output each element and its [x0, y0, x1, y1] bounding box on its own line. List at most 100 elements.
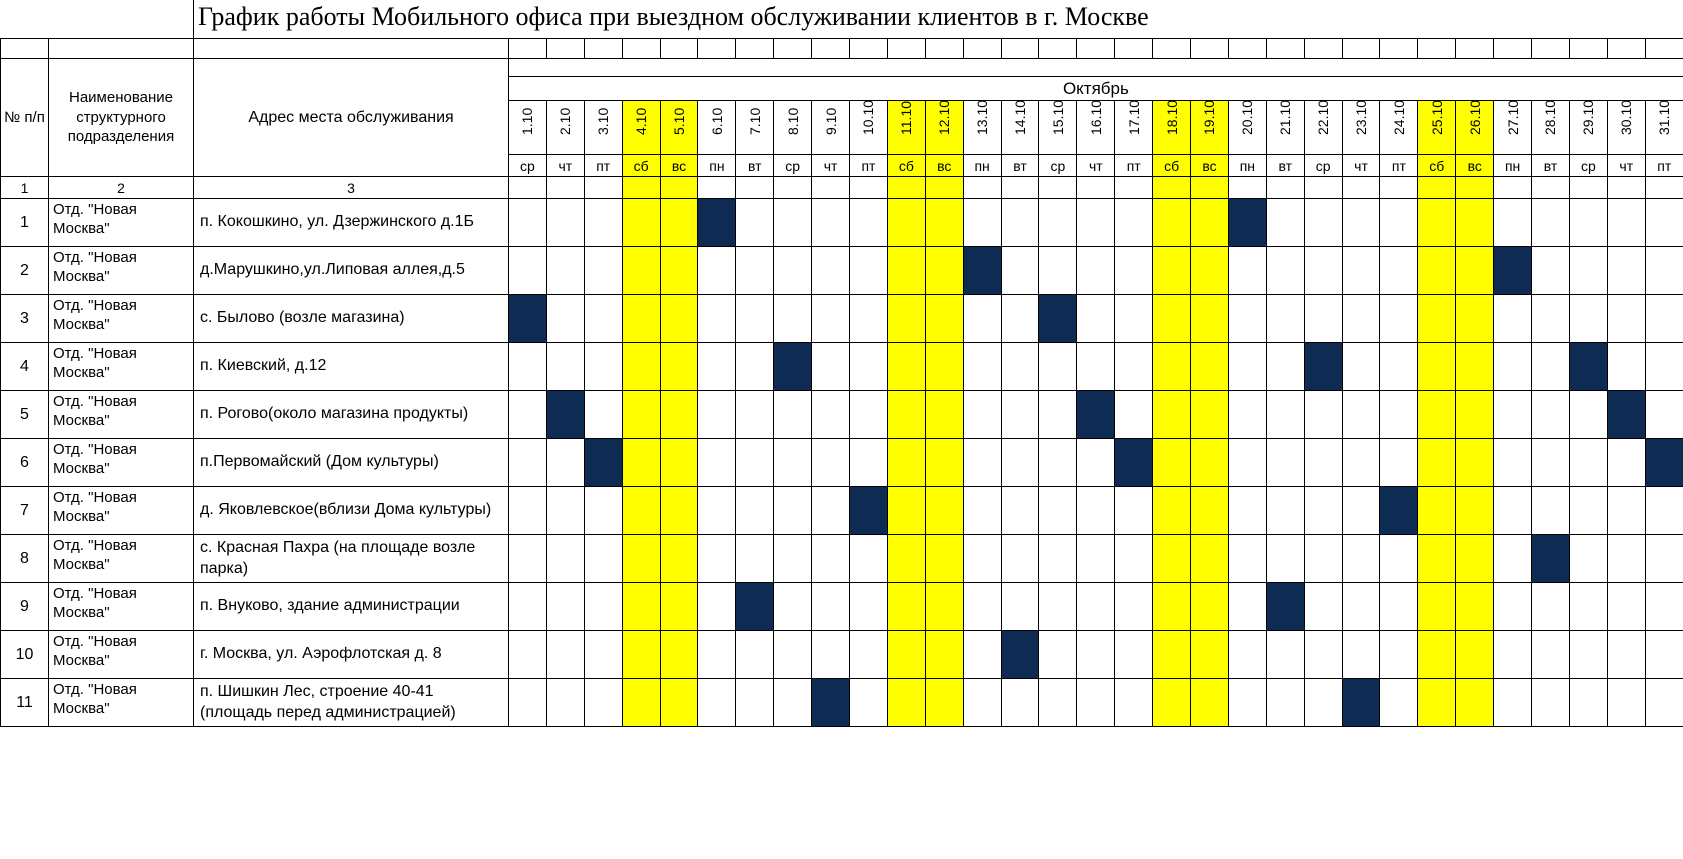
schedule-cell — [1342, 631, 1380, 679]
row-addr: п. Киевский, д.12 — [194, 343, 509, 391]
header-colnum-day — [1342, 177, 1380, 199]
header-date: 21.10 — [1266, 101, 1304, 155]
header-colnum-day — [850, 177, 888, 199]
schedule-cell — [1266, 295, 1304, 343]
header-colnum-day — [1039, 177, 1077, 199]
schedule-cell — [887, 295, 925, 343]
schedule-cell — [1645, 487, 1683, 535]
schedule-cell — [925, 343, 963, 391]
header-date: 28.10 — [1532, 101, 1570, 155]
schedule-cell — [812, 631, 850, 679]
header-dow: вс — [1191, 155, 1229, 177]
schedule-cell — [1115, 439, 1153, 487]
header-date: 2.10 — [546, 101, 584, 155]
header-date: 19.10 — [1191, 101, 1229, 155]
header-dow: вс — [660, 155, 698, 177]
schedule-cell — [774, 343, 812, 391]
schedule-cell — [1115, 343, 1153, 391]
schedule-cell — [660, 247, 698, 295]
table-row: 11Отд. "Новая Москва"п. Шишкин Лес, стро… — [1, 679, 1683, 727]
schedule-cell — [1418, 679, 1456, 727]
schedule-cell — [1607, 631, 1645, 679]
schedule-cell — [1418, 487, 1456, 535]
schedule-cell — [925, 439, 963, 487]
schedule-cell — [698, 631, 736, 679]
schedule-cell — [1569, 439, 1607, 487]
schedule-cell — [1418, 343, 1456, 391]
schedule-cell — [887, 679, 925, 727]
spacer-row — [1, 39, 1683, 59]
schedule-cell — [584, 199, 622, 247]
header-date: 11.10 — [887, 101, 925, 155]
row-index: 8 — [1, 535, 49, 583]
header-date: 22.10 — [1304, 101, 1342, 155]
schedule-cell — [584, 391, 622, 439]
header-row-top: № п/пНаименование структурного подраздел… — [1, 59, 1683, 77]
schedule-cell — [698, 343, 736, 391]
table-row: 6Отд. "Новая Москва"п.Первомайский (Дом … — [1, 439, 1683, 487]
table-row: 4Отд. "Новая Москва"п. Киевский, д.12 — [1, 343, 1683, 391]
schedule-cell — [887, 343, 925, 391]
header-dow: вт — [736, 155, 774, 177]
schedule-cell — [1039, 535, 1077, 583]
schedule-cell — [1456, 583, 1494, 631]
schedule-cell — [812, 391, 850, 439]
schedule-cell — [660, 439, 698, 487]
schedule-cell — [1380, 343, 1418, 391]
schedule-cell — [1380, 535, 1418, 583]
schedule-cell — [1191, 583, 1229, 631]
schedule-cell — [1456, 487, 1494, 535]
row-index: 1 — [1, 199, 49, 247]
schedule-cell — [1001, 583, 1039, 631]
row-index: 6 — [1, 439, 49, 487]
schedule-cell — [736, 391, 774, 439]
schedule-cell — [963, 343, 1001, 391]
schedule-cell — [509, 343, 547, 391]
schedule-cell — [1645, 199, 1683, 247]
schedule-cell — [1569, 391, 1607, 439]
schedule-cell — [1494, 487, 1532, 535]
schedule-cell — [1191, 343, 1229, 391]
header-colnum-day — [584, 177, 622, 199]
schedule-cell — [1228, 343, 1266, 391]
schedule-cell — [1494, 631, 1532, 679]
header-date: 31.10 — [1645, 101, 1683, 155]
schedule-cell — [887, 247, 925, 295]
row-dept: Отд. "Новая Москва" — [49, 439, 194, 487]
header-dow: пт — [1115, 155, 1153, 177]
schedule-cell — [1001, 391, 1039, 439]
schedule-cell — [1077, 247, 1115, 295]
schedule-cell — [622, 487, 660, 535]
schedule-cell — [1532, 535, 1570, 583]
schedule-cell — [1342, 487, 1380, 535]
schedule-cell — [1001, 679, 1039, 727]
schedule-cell — [1001, 247, 1039, 295]
header-dow: вт — [1266, 155, 1304, 177]
schedule-cell — [1077, 343, 1115, 391]
schedule-cell — [698, 679, 736, 727]
header-dow: ср — [1304, 155, 1342, 177]
header-dow: пн — [1228, 155, 1266, 177]
header-dow: пт — [1645, 155, 1683, 177]
header-date: 24.10 — [1380, 101, 1418, 155]
schedule-cell — [1418, 295, 1456, 343]
schedule-cell — [812, 343, 850, 391]
schedule-cell — [584, 295, 622, 343]
schedule-cell — [736, 343, 774, 391]
schedule-cell — [736, 535, 774, 583]
header-date: 16.10 — [1077, 101, 1115, 155]
header-date: 27.10 — [1494, 101, 1532, 155]
schedule-cell — [1115, 247, 1153, 295]
schedule-cell — [1418, 247, 1456, 295]
row-dept: Отд. "Новая Москва" — [49, 295, 194, 343]
schedule-cell — [1115, 679, 1153, 727]
row-dept: Отд. "Новая Москва" — [49, 679, 194, 727]
header-colnum-day — [1304, 177, 1342, 199]
schedule-cell — [1380, 631, 1418, 679]
header-dow: вс — [925, 155, 963, 177]
schedule-cell — [963, 583, 1001, 631]
schedule-cell — [1001, 295, 1039, 343]
header-date: 3.10 — [584, 101, 622, 155]
schedule-cell — [812, 583, 850, 631]
schedule-cell — [925, 391, 963, 439]
